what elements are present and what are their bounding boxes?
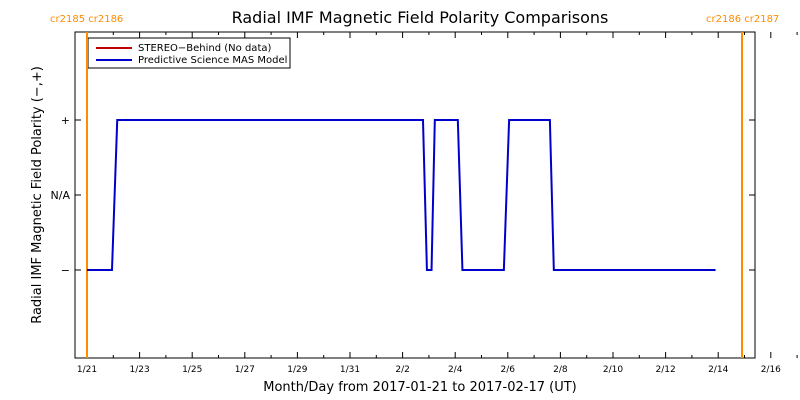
x-tick-label: 2/8 [553,365,568,375]
x-tick-label: 2/14 [708,365,728,375]
x-tick-label: 2/12 [655,365,675,375]
x-tick-label: 1/31 [340,365,360,375]
series-line-model [87,119,716,271]
y-tick-label: + [61,114,70,127]
data-layer [86,32,743,358]
x-tick-label: 2/4 [448,365,463,375]
legend: STEREO−Behind (No data) Predictive Scien… [87,37,291,69]
chart-title: Radial IMF Magnetic Field Polarity Compa… [232,8,609,27]
y-axis: + N/A − [51,114,755,277]
legend-label-stereo: STEREO−Behind (No data) [138,43,271,54]
x-tick-label: 1/21 [77,365,97,375]
x-axis: 1/21 1/23 1/25 1/27 1/29 1/31 2/2 2/4 2/6 2/8 2/10… [77,32,798,375]
legend-box [87,37,291,69]
x-tick-label: 2/16 [761,365,781,375]
x-tick-label: 2/6 [501,365,516,375]
x-axis-label: Month/Day from 2017-01-21 to 2017-02-17 … [263,380,576,395]
y-tick-label: N/A [51,189,71,202]
x-tick-label: 1/29 [287,365,307,375]
y-tick-label: − [61,264,70,277]
x-tick-label: 2/2 [395,365,409,375]
carrington-rotation-label-left: cr2185 cr2186 [50,14,123,25]
carrington-rotation-label-right: cr2186 cr2187 [706,14,779,25]
x-tick-label: 1/23 [129,365,149,375]
y-axis-label: Radial IMF Magnetic Field Polarity (−,+) [30,66,45,324]
plot-frame [74,31,756,359]
x-tick-label: 2/10 [603,365,623,375]
x-tick-label: 1/25 [182,365,202,375]
legend-label-model: Predictive Science MAS Model [138,55,287,66]
x-tick-label: 1/27 [235,365,255,375]
